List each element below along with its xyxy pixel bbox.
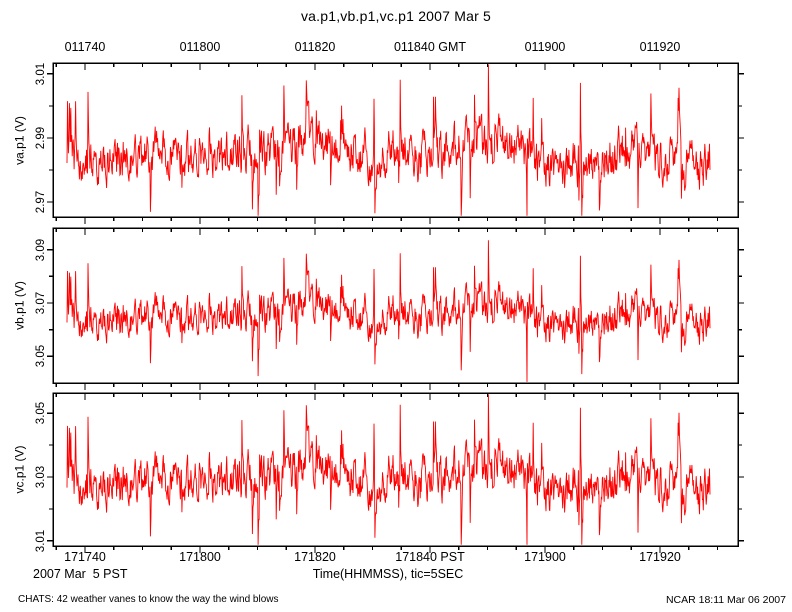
- x-tick-label-top: 011740: [64, 40, 106, 54]
- panel-vc.p1: [47, 392, 744, 553]
- footer-timestamp: NCAR 18:11 Mar 06 2007: [665, 594, 786, 606]
- x-tick-label-top: 011800: [179, 40, 221, 54]
- y-axis-label: vb.p1 (V): [12, 281, 26, 330]
- y-tick-label: 3.07: [35, 291, 47, 315]
- x-tick-label-bottom: 171800: [179, 550, 221, 564]
- y-tick-label: 2.99: [35, 126, 47, 150]
- chart-title: va.p1,vb.p1,vc.p1 2007 Mar 5: [300, 8, 492, 24]
- panel-va.p1: [47, 62, 744, 224]
- y-tick-label: 3.01: [35, 62, 47, 86]
- x-tick-label-top: 011820: [294, 40, 336, 54]
- x-tick-label-top: 011840 GMT: [393, 40, 467, 54]
- footer-caption: CHATS: 42 weather vanes to know the way …: [18, 594, 279, 605]
- panel-frame: [52, 62, 739, 218]
- x-tick-label-bottom: 171820: [294, 550, 336, 564]
- panel-frame: [52, 392, 739, 547]
- y-tick-label: 3.05: [35, 345, 47, 368]
- y-axis-label: va.p1 (V): [12, 115, 26, 165]
- x-tick-label-bottom: 171740: [64, 550, 106, 564]
- x-tick-label-top: 011920: [639, 40, 681, 54]
- x-tick-label-bottom: 171840 PST: [395, 550, 465, 564]
- panel-vb.p1: [47, 227, 744, 390]
- x-axis-title: Time(HHMMSS), tic=5SEC: [312, 567, 464, 581]
- x-tick-label-bottom: 171900: [524, 550, 566, 564]
- y-tick-label: 3.03: [35, 465, 47, 489]
- y-tick-label: 2.97: [35, 190, 47, 214]
- corner-date-label: 2007 Mar 5 PST: [33, 567, 128, 581]
- trace-vb.p1: [66, 240, 711, 382]
- trace-va.p1: [66, 64, 711, 216]
- x-tick-label-top: 011900: [524, 40, 566, 54]
- panel-frame: [52, 227, 739, 384]
- y-tick-label: 3.05: [35, 401, 47, 425]
- y-tick-label: 3.09: [35, 238, 47, 261]
- trace-vc.p1: [66, 394, 711, 545]
- x-tick-label-bottom: 171920: [639, 550, 681, 564]
- y-axis-label: vc.p1 (V): [12, 445, 26, 494]
